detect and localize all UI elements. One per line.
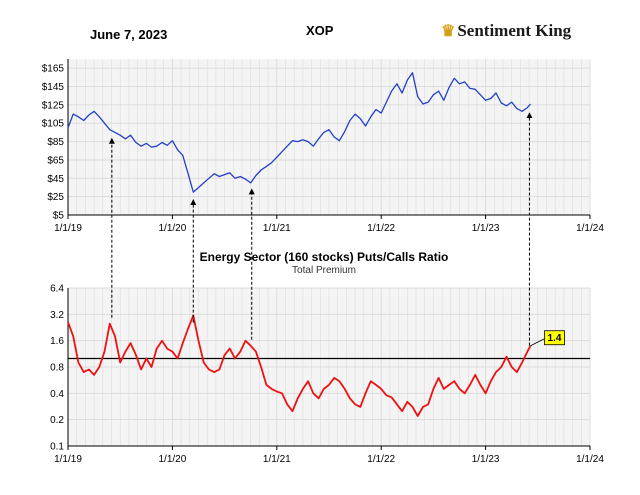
ratio-x-tick-label: 1/1/22	[367, 454, 395, 465]
report-date: June 7, 2023	[90, 27, 168, 42]
ratio-x-tick-label: 1/1/20	[158, 454, 186, 465]
callout-leader-line	[530, 338, 545, 347]
price-x-tick-label: 1/1/23	[472, 223, 500, 234]
ratio-x-tick-label: 1/1/23	[472, 454, 500, 465]
price-series-line	[67, 72, 531, 193]
price-x-tick-label: 1/1/20	[158, 223, 186, 234]
ratio-series-line	[67, 314, 532, 417]
callout-value: 1.4	[548, 333, 562, 344]
brand-name: Sentiment King	[457, 21, 572, 40]
price-y-tick-label: $5	[53, 211, 65, 222]
ratio-x-tick-label: 1/1/21	[263, 454, 291, 465]
ratio-y-tick-label: 6.4	[50, 284, 64, 295]
price-y-tick-label: $125	[42, 100, 65, 111]
ratio-x-tick-label: 1/1/24	[576, 454, 604, 465]
price-y-tick-label: $65	[47, 155, 64, 166]
price-x-tick-label: 1/1/19	[54, 223, 82, 234]
ratio-y-tick-label: 1.6	[50, 336, 64, 347]
ratio-y-tick-label: 0.4	[50, 389, 64, 400]
brand-logo: ♛ Sentiment King	[441, 21, 571, 41]
price-x-tick-label: 1/1/22	[367, 223, 395, 234]
ratio-y-tick-label: 0.8	[50, 363, 64, 374]
ratio-y-tick-label: 0.2	[50, 415, 64, 426]
price-y-tick-label: $165	[42, 64, 65, 75]
ratio-y-tick-label: 0.1	[50, 442, 64, 453]
callout-box	[544, 330, 565, 346]
price-y-tick-label: $105	[42, 119, 65, 130]
price-y-tick-label: $145	[42, 82, 65, 93]
price-x-tick-label: 1/1/24	[576, 223, 604, 234]
ratio-chart-title: Energy Sector (160 stocks) Puts/Calls Ra…	[200, 250, 449, 264]
ratio-chart-subtitle: Total Premium	[292, 265, 356, 276]
price-y-tick-label: $25	[47, 192, 64, 203]
price-x-tick-label: 1/1/21	[263, 223, 291, 234]
ratio-y-tick-label: 3.2	[50, 310, 64, 321]
crown-icon: ♛	[441, 23, 456, 40]
price-y-tick-label: $85	[47, 137, 64, 148]
price-y-tick-label: $45	[47, 174, 64, 185]
ticker-title: XOP	[306, 23, 334, 38]
ratio-x-tick-label: 1/1/19	[54, 454, 82, 465]
